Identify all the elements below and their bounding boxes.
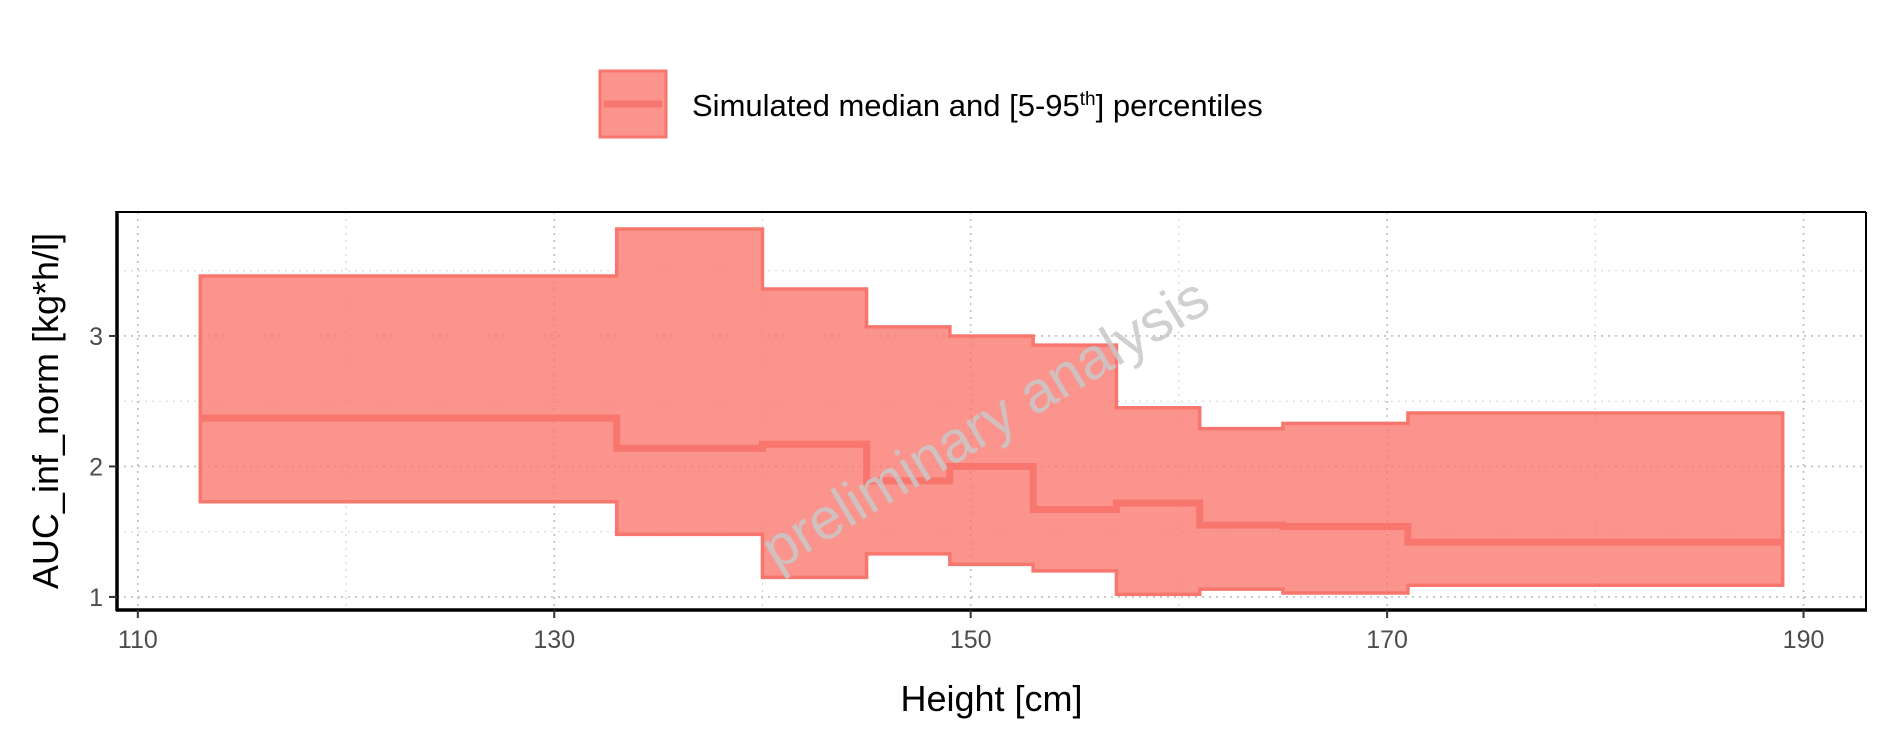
y-tick-label: 2: [89, 453, 103, 481]
legend-label-tail: ] percentiles: [1096, 88, 1263, 123]
x-tick-label: 130: [533, 626, 575, 654]
x-axis-ticks: 110 130 150 170 190: [118, 610, 1825, 654]
x-tick-label: 150: [950, 626, 992, 654]
x-tick-label: 110: [118, 626, 158, 654]
x-tick-label: 190: [1783, 626, 1825, 654]
legend-label-main: Simulated median and [5-95: [692, 88, 1080, 123]
y-tick-label: 3: [89, 323, 103, 351]
axes: [115, 211, 1867, 612]
y-tick-label: 1: [89, 584, 103, 612]
percentile-band: [198, 227, 1785, 597]
x-tick-label: 170: [1366, 626, 1408, 654]
y-axis-ticks: 1 2 3: [89, 323, 117, 612]
legend: Simulated median and [5-95th] percentile…: [598, 69, 1263, 139]
legend-label: Simulated median and [5-95th] percentile…: [692, 88, 1263, 123]
y-axis-title: AUC_inf_norm [kg*h/l]: [25, 233, 66, 589]
median-line: [200, 414, 1783, 546]
legend-label-sup: th: [1080, 89, 1096, 110]
plot-panel: preliminary analysis 110 130 150 170 190 123: [89, 211, 1867, 654]
x-axis-title: Height [cm]: [900, 678, 1082, 719]
